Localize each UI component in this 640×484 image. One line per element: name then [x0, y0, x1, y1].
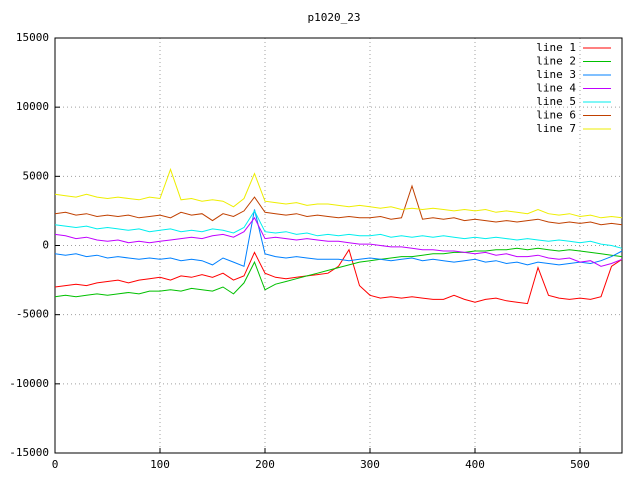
x-tick-label: 100 [150, 458, 170, 471]
y-tick-label: 10000 [16, 100, 49, 113]
legend-label: line 3 [536, 68, 576, 81]
legend-label: line 5 [536, 95, 576, 108]
y-tick-label: -5000 [16, 308, 49, 321]
x-tick-label: 0 [52, 458, 59, 471]
chart-title: p1020_23 [308, 11, 361, 24]
series-line [54, 167, 623, 219]
series-line [54, 209, 623, 267]
y-tick-label: -15000 [9, 446, 49, 459]
y-tick-label: -10000 [9, 377, 49, 390]
x-tick-label: 200 [255, 458, 275, 471]
legend-label: line 1 [536, 41, 576, 54]
y-tick-label: 5000 [23, 169, 50, 182]
x-tick-label: 300 [360, 458, 380, 471]
series-line [54, 216, 623, 267]
x-tick-label: 500 [570, 458, 590, 471]
legend-label: line 6 [536, 109, 576, 122]
plot-frame [54, 37, 623, 454]
y-tick-label: 15000 [16, 31, 49, 44]
series-line [54, 247, 623, 298]
legend-label: line 2 [536, 55, 576, 68]
series-line [54, 184, 623, 226]
x-tick-label: 400 [465, 458, 485, 471]
legend-label: line 7 [536, 122, 576, 135]
legend-label: line 4 [536, 82, 576, 95]
series-line [54, 209, 623, 249]
y-tick-label: 0 [42, 239, 49, 252]
series-line [54, 248, 623, 305]
